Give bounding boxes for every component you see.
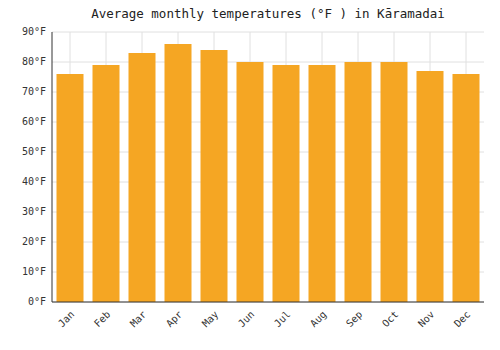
- bar: [57, 74, 84, 302]
- y-tick-label: 90°F: [22, 26, 46, 37]
- bar: [273, 65, 300, 302]
- bar: [453, 74, 480, 302]
- bar: [93, 65, 120, 302]
- y-axis-line: [52, 32, 53, 302]
- y-tick-label: 20°F: [22, 236, 46, 247]
- bar: [165, 44, 192, 302]
- x-tick-label: Oct: [380, 309, 401, 330]
- x-tick-label: Dec: [452, 309, 473, 330]
- chart-container: 0°F 10°F 20°F 30°F 40°F 50°F 60°F 70°F 80°F 90°F J…: [0, 0, 500, 350]
- axes: 0°F 10°F 20°F 30°F 40°F 50°F 60°F 70°F 80°F 90°F J…: [22, 26, 484, 329]
- x-tick-label: Jul: [272, 309, 293, 330]
- bar: [381, 62, 408, 302]
- y-tick-label: 70°F: [22, 86, 46, 97]
- x-tick-label: Nov: [416, 309, 437, 330]
- x-tick-label: Jan: [56, 309, 77, 330]
- x-tick-label: May: [200, 309, 221, 330]
- x-tick-label: Sep: [344, 309, 365, 330]
- x-tick-label: Mar: [128, 309, 149, 330]
- y-tick-label: 40°F: [22, 176, 46, 187]
- grid: [52, 32, 484, 302]
- title: Average monthly temperatures (°F ) in Kā…: [91, 6, 445, 21]
- y-grid-line: [52, 302, 484, 303]
- bar: [417, 71, 444, 302]
- bar: [201, 50, 228, 302]
- bar: [129, 53, 156, 302]
- x-tick-label: Feb: [92, 309, 113, 330]
- x-tick-label: Aug: [308, 309, 329, 330]
- y-tick-label: 30°F: [22, 206, 46, 217]
- x-tick-label: Apr: [164, 309, 185, 330]
- y-tick-label: 80°F: [22, 56, 46, 67]
- x-axis-line: [52, 302, 484, 303]
- x-tick-label: Jun: [236, 309, 257, 330]
- y-tick-label: 10°F: [22, 266, 46, 277]
- y-tick-label: 60°F: [22, 116, 46, 127]
- y-tick-label: 50°F: [22, 146, 46, 157]
- bar: [345, 62, 372, 302]
- chart: 0°F 10°F 20°F 30°F 40°F 50°F 60°F 70°F 80°F 90°F J…: [0, 0, 500, 350]
- bar: [309, 65, 336, 302]
- y-grid-line: [52, 32, 484, 33]
- y-grid-line: [52, 62, 484, 63]
- y-tick-label: 0°F: [28, 296, 46, 307]
- bars: [57, 44, 480, 302]
- bar: [237, 62, 264, 302]
